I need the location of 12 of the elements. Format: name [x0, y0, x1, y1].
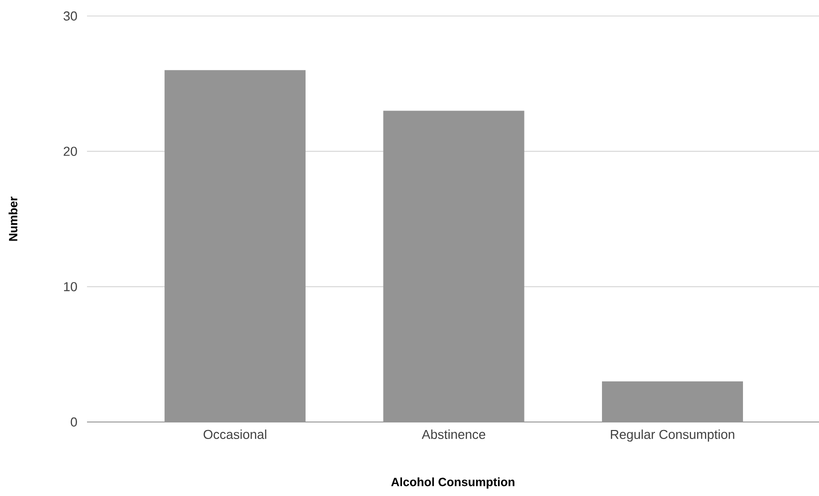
bar	[383, 110, 524, 422]
x-tick-label: Occasional	[204, 430, 266, 440]
x-tick-label: Abstinence	[422, 430, 486, 440]
y-axis-title: Number	[8, 196, 18, 241]
y-tick-label: 10	[64, 282, 77, 292]
y-tick-label: 0	[70, 417, 77, 427]
x-tick-label: Regular Consumption	[610, 430, 734, 442]
bar	[602, 381, 743, 422]
bar	[164, 70, 306, 422]
y-tick-label: 30	[64, 11, 77, 21]
x-axis-title: Alcohol Consumption	[391, 477, 514, 489]
y-tick-label: 20	[64, 146, 77, 156]
